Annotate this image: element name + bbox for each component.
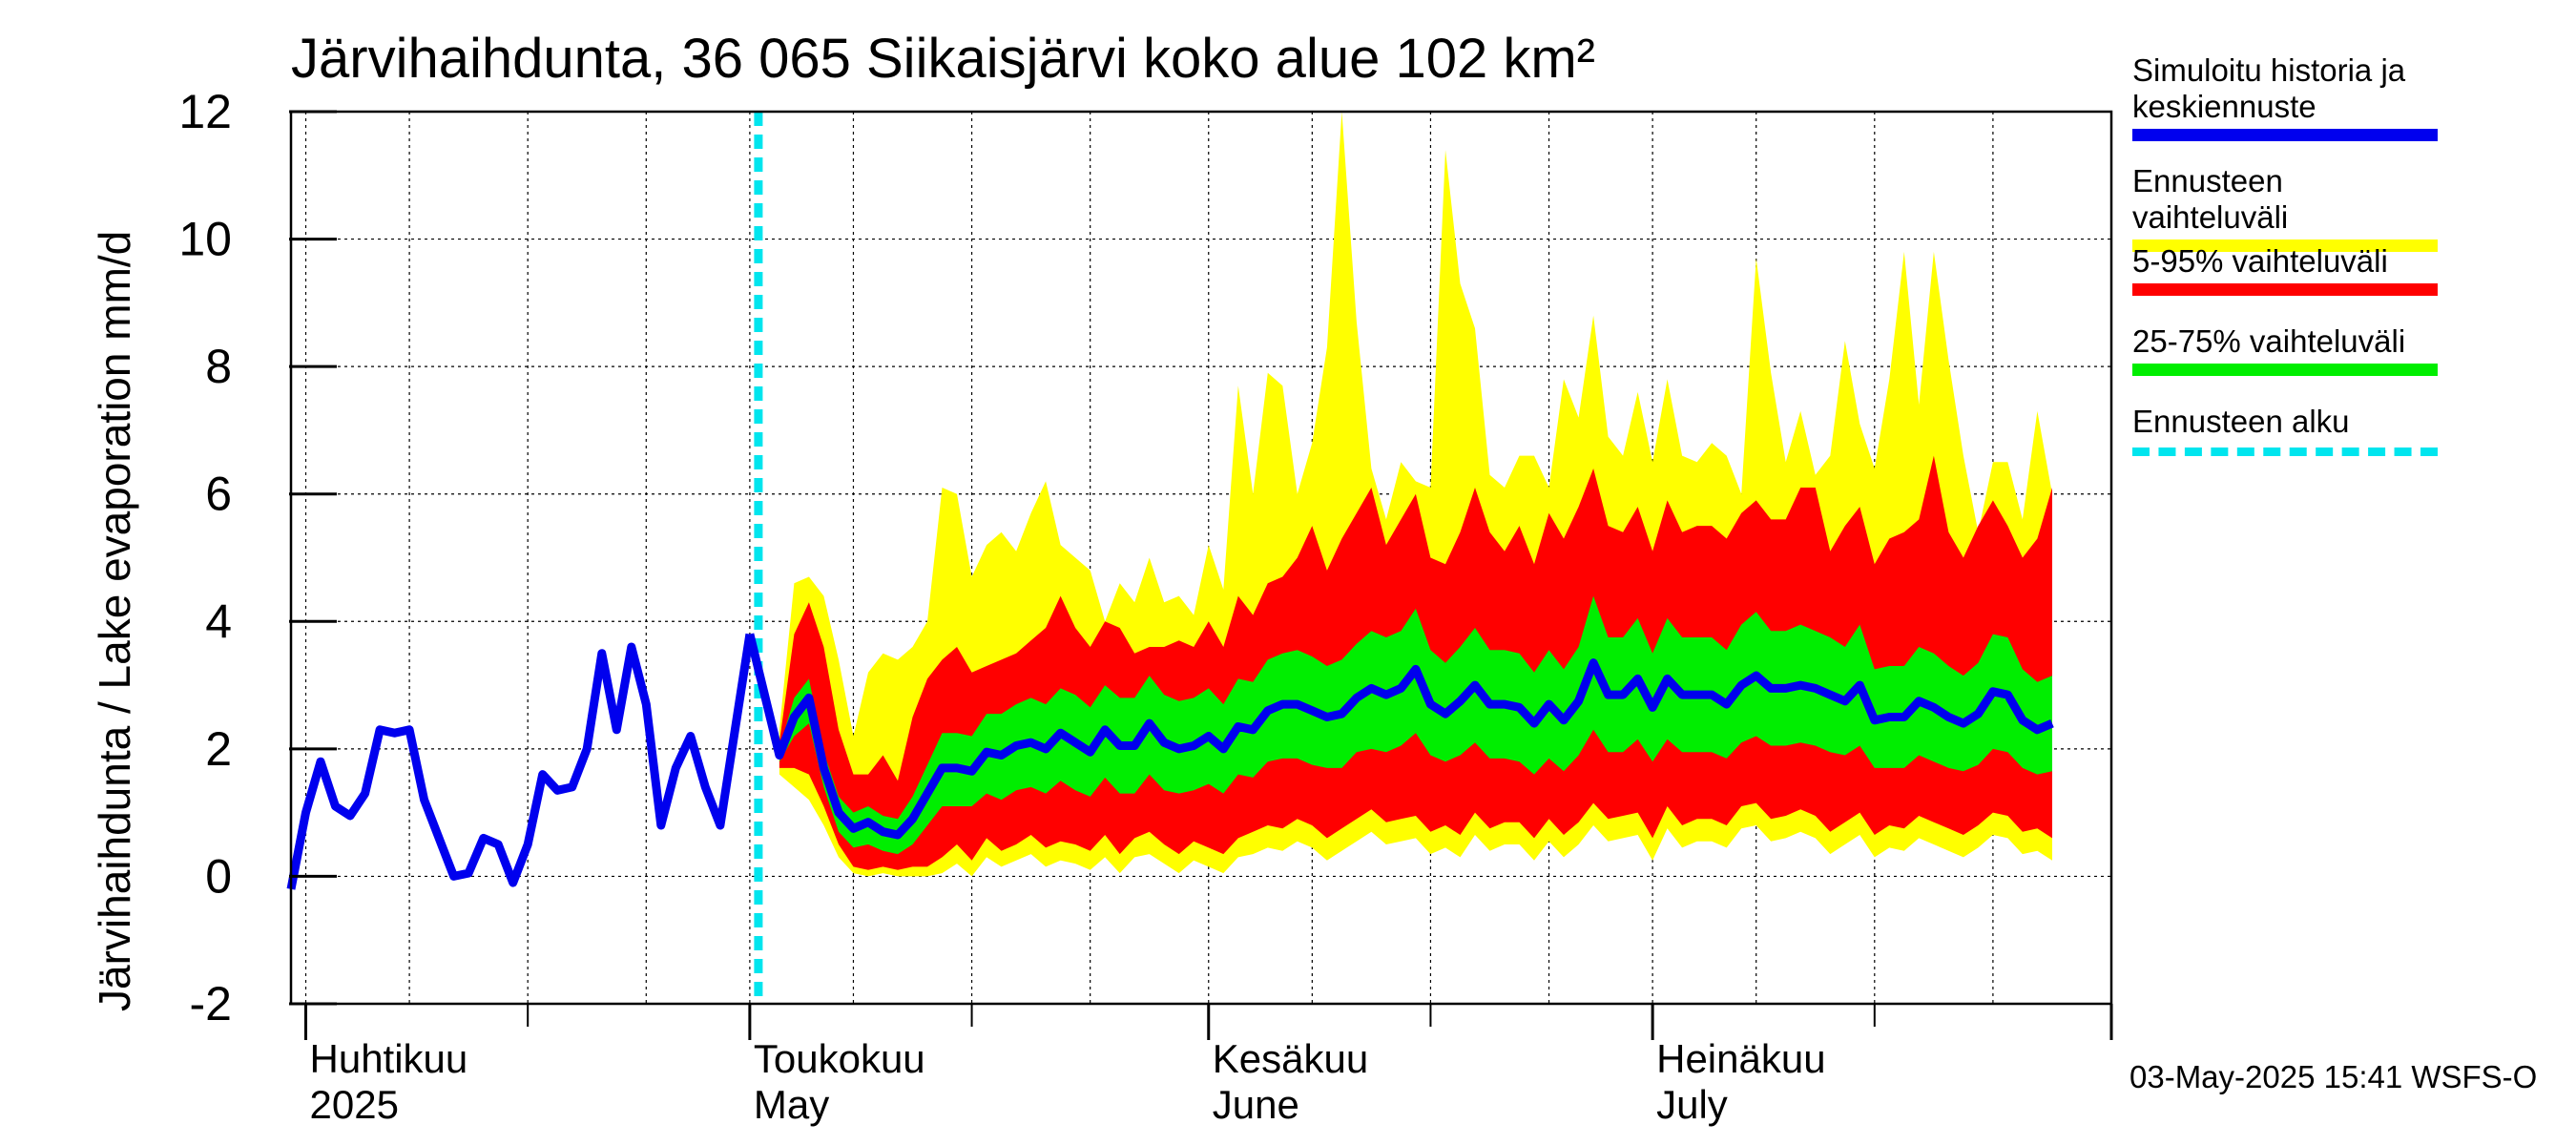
y-tick-label: 8 <box>205 340 232 393</box>
y-tick-labels: -2 0 2 4 6 8 10 12 <box>178 85 232 1030</box>
x-month-label-line2: May <box>753 1082 830 1127</box>
legend-label: Simuloitu historia ja keskiennuste <box>2132 52 2406 124</box>
legend-item-forecast-start: Ennusteen alku <box>2132 404 2438 484</box>
y-tick-label: 2 <box>205 722 232 776</box>
legend-swatch <box>2132 364 2438 376</box>
legend-swatch <box>2132 448 2438 456</box>
y-tick-label: 0 <box>205 849 232 903</box>
x-month-label-line1: Toukokuu <box>753 1036 925 1081</box>
timestamp-footer: 03-May-2025 15:41 WSFS-O <box>2129 1059 2538 1094</box>
y-tick-label: 6 <box>205 468 232 521</box>
legend-label: Ennusteen alku <box>2132 404 2350 439</box>
history-line <box>286 633 755 890</box>
median-series <box>286 633 2054 890</box>
legend-label: 5-95% vaihteluväli <box>2132 243 2388 279</box>
x-month-label: Heinäkuu July <box>1656 1036 1825 1128</box>
plot-frame <box>289 110 2113 1006</box>
x-month-label-line2: July <box>1656 1082 1728 1127</box>
legend: Simuloitu historia ja keskiennuste Ennus… <box>2132 52 2438 484</box>
x-month-label: Toukokuu May <box>754 1036 925 1128</box>
y-tick-label: -2 <box>190 977 232 1030</box>
legend-swatch <box>2132 129 2438 141</box>
x-month-label-line1: Heinäkuu <box>1656 1036 1826 1081</box>
x-month-label-line2: June <box>1212 1082 1299 1127</box>
chart-title: Järvihaihdunta, 36 065 Siikaisjärvi koko… <box>291 28 1595 90</box>
x-month-label-line1: Kesäkuu <box>1212 1036 1369 1081</box>
x-month-label-line2: 2025 <box>309 1082 399 1127</box>
legend-label: 25-75% vaihteluväli <box>2132 323 2406 359</box>
legend-item-5-95: 5-95% vaihteluväli <box>2132 243 2438 323</box>
y-tick-label: 4 <box>205 594 232 648</box>
legend-label: Ennusteen vaihteluväli <box>2132 163 2289 235</box>
legend-swatch <box>2132 283 2438 296</box>
band-25-75 <box>779 595 2052 855</box>
median-forecast-line <box>745 633 2054 840</box>
legend-item-25-75: 25-75% vaihteluväli <box>2132 323 2438 404</box>
legend-swatch <box>2132 239 2438 252</box>
y-tick-label: 10 <box>178 213 232 266</box>
y-axis-label: Järvihaihdunta / Lake evaporation mm/d <box>90 230 139 1011</box>
x-month-label-line1: Huhtikuu <box>309 1036 468 1081</box>
x-month-label: Kesäkuu June <box>1213 1036 1368 1128</box>
legend-item-history: Simuloitu historia ja keskiennuste <box>2132 52 2438 163</box>
forecast-bands <box>779 112 2052 877</box>
axes <box>289 110 2113 1040</box>
y-tick-label: 12 <box>178 85 232 138</box>
legend-item-range: Ennusteen vaihteluväli <box>2132 163 2438 252</box>
x-month-label: Huhtikuu 2025 <box>310 1036 468 1128</box>
